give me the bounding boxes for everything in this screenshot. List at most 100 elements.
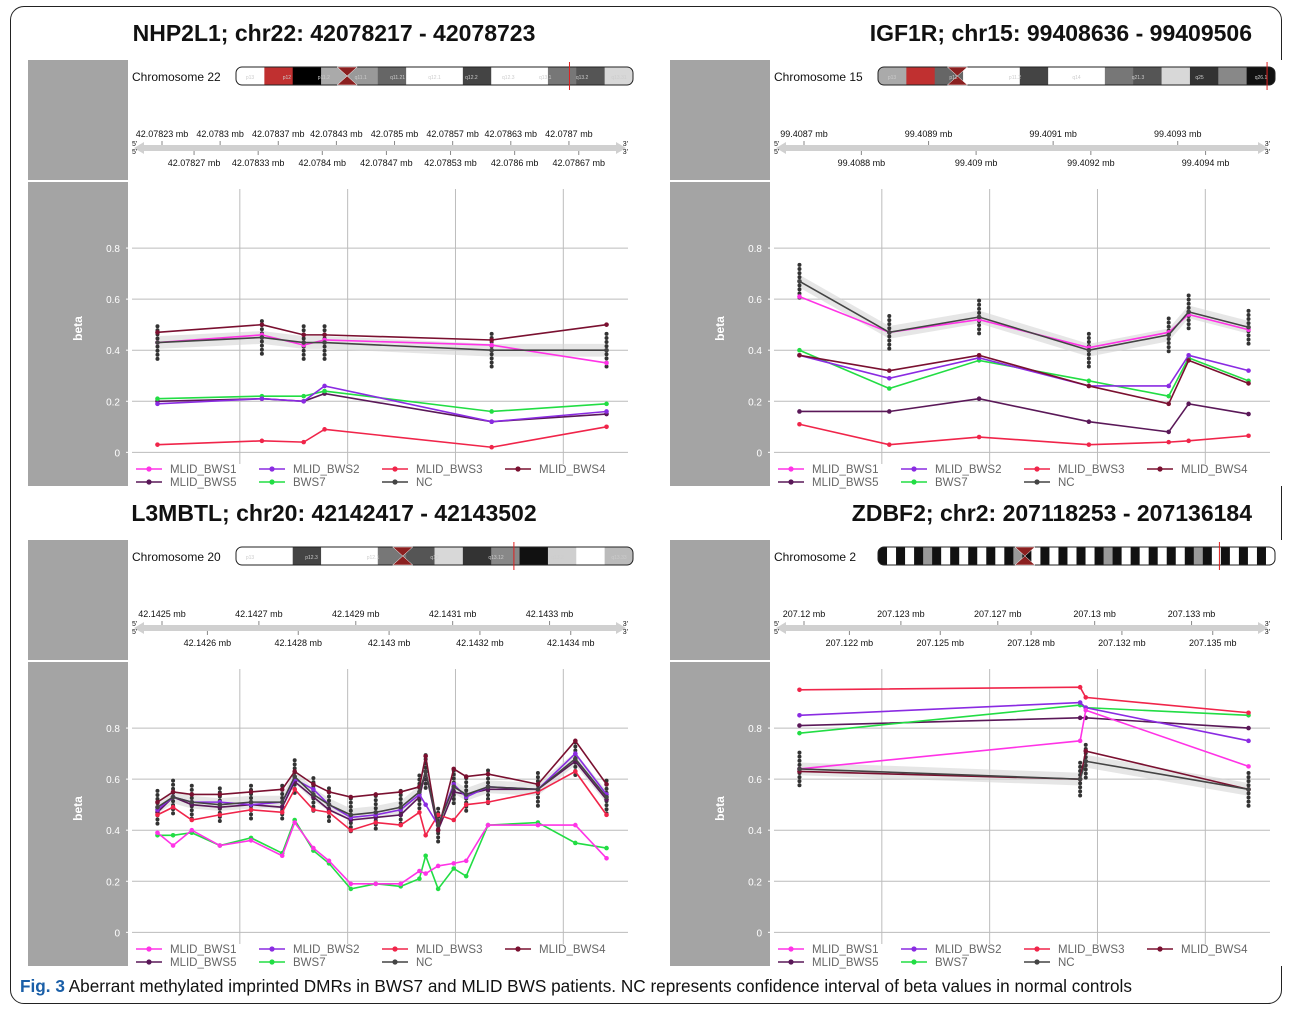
series-point-mlid_bws3 [435, 812, 441, 818]
nc-sample-point [322, 344, 327, 349]
series-point-mlid_bws2 [797, 713, 802, 718]
legend-label: BWS7 [293, 957, 326, 969]
nc-sample-point [1078, 764, 1083, 769]
chart-title: ZDBF2; chr2: 207118253 - 207136184 [851, 500, 1252, 526]
nc-sample-point [604, 364, 609, 369]
legend-label: MLID_BWS1 [812, 464, 878, 476]
ideogram-band-label: q26.1 [1255, 75, 1268, 81]
series-point-nc [259, 335, 265, 340]
series-point-nc [217, 802, 223, 807]
legend-marker [146, 466, 152, 472]
legend-marker [1157, 946, 1163, 952]
nc-sample-point [1166, 320, 1171, 325]
nc-sample-point [887, 346, 892, 351]
ytick-label: 0.8 [748, 244, 762, 255]
nc-sample-point [1083, 742, 1088, 747]
nc-sample-point [1246, 783, 1251, 788]
nc-sample-point [1186, 326, 1191, 331]
legend-label: MLID_BWS4 [1181, 464, 1248, 476]
ideogram-band [1247, 547, 1258, 565]
ideogram-band [1211, 547, 1222, 565]
nc-sample-point [189, 787, 194, 792]
nc-sample-point [259, 351, 264, 356]
nc-sample-point [489, 352, 494, 357]
centromere [392, 546, 414, 566]
legend-marker [515, 946, 521, 952]
series-point-mlid_bws3 [463, 802, 469, 807]
strand-3prime-top: 3' [1265, 621, 1270, 628]
series-line-mlid_bws4 [157, 323, 607, 341]
nc-sample-point [464, 808, 469, 813]
legend-label: MLID_BWS1 [812, 944, 878, 956]
chromosome-ideogram [877, 542, 1276, 570]
ideogram-band [547, 547, 577, 565]
ideogram-band-label: q11.1 [355, 75, 367, 81]
nc-sample-point [1086, 352, 1091, 357]
series-point-mlid_bws3 [1166, 439, 1171, 445]
series-point-nc [398, 804, 404, 810]
ytick-label: 0.6 [748, 775, 762, 786]
legend-marker [788, 946, 794, 952]
ideogram-band-label: q11.21 [390, 75, 405, 81]
ideogram-band [1040, 547, 1050, 565]
legend-label: MLID_BWS5 [170, 957, 236, 969]
ideogram-outline [877, 546, 1276, 566]
legend: MLID_BWS1 MLID_BWS2 MLID_BWS3 MLID_BWS4 MLID… [136, 464, 606, 489]
nc-sample-point [249, 812, 254, 817]
series-point-mlid_bws4 [292, 769, 297, 774]
ideogram-band [406, 547, 435, 565]
series-point-mlid_bws4 [797, 353, 802, 358]
ytick-label: 0.4 [106, 346, 120, 357]
chromosome-label: Chromosome 15 [774, 70, 863, 84]
nc-sample-point [301, 348, 306, 353]
series-point-mlid_bws5 [886, 409, 892, 414]
nc-sample-point [155, 348, 160, 353]
ideogram-band [1013, 547, 1023, 565]
nc-sample-point [301, 352, 306, 357]
series-point-mlid_bws4 [463, 774, 469, 779]
genome-tick-label-top: 42.07823 mb [136, 129, 189, 139]
ideogram-band [1157, 547, 1168, 565]
series-point-mlid_bws5 [1166, 429, 1171, 435]
nc-sample-point [797, 287, 802, 292]
nc-sample-point [322, 356, 327, 361]
genome-axis: 5'5' 3'3' 99.4087 mb 99.4089 mb 99.4091 mb 99… [774, 129, 1270, 168]
ytick-label: 0 [756, 928, 762, 939]
ytick-label: 0.8 [748, 724, 762, 735]
nc-sample-point [1246, 799, 1251, 804]
nc-sample-point [398, 801, 403, 806]
nc-sample-point [155, 336, 160, 341]
ideogram-band [932, 547, 942, 565]
series-point-nc [463, 792, 469, 797]
ideogram-band [264, 547, 294, 565]
ytick-label: 0 [756, 448, 762, 459]
series-point-bws7 [604, 401, 609, 407]
genome-axis-bar [140, 145, 620, 151]
series-point-mlid_bws3 [485, 799, 491, 805]
series-point-mlid_bws3 [348, 827, 354, 833]
ytick-label: 0.2 [106, 877, 120, 888]
nc-sample-point [417, 806, 422, 811]
nc-sample-point [189, 796, 194, 801]
nc-sample-point [423, 785, 428, 790]
legend-label: NC [416, 477, 433, 489]
series-point-mlid_bws2 [1166, 383, 1171, 389]
ideogram-band-label: p13 [888, 75, 897, 81]
ideogram-band [1193, 547, 1204, 565]
legend-marker [146, 959, 152, 965]
nc-sample-point [887, 322, 892, 327]
nc-sample-point [1086, 360, 1091, 365]
ideogram-band [292, 67, 322, 85]
series-point-mlid_bws4 [170, 789, 176, 795]
legend-label: MLID_BWS3 [416, 944, 482, 956]
nc-sample-point [301, 356, 306, 361]
nc-sample-point [887, 342, 892, 347]
series-point-mlid_bws4 [373, 792, 379, 797]
strand-3prime-bottom: 3' [623, 629, 628, 636]
chromosome-label: Chromosome 20 [132, 550, 221, 564]
legend-marker [392, 479, 398, 485]
series-point-nc [1083, 758, 1089, 764]
ideogram-band [977, 547, 987, 565]
nc-sample-point [535, 799, 540, 804]
series-point-mlid_bws4 [886, 368, 892, 373]
